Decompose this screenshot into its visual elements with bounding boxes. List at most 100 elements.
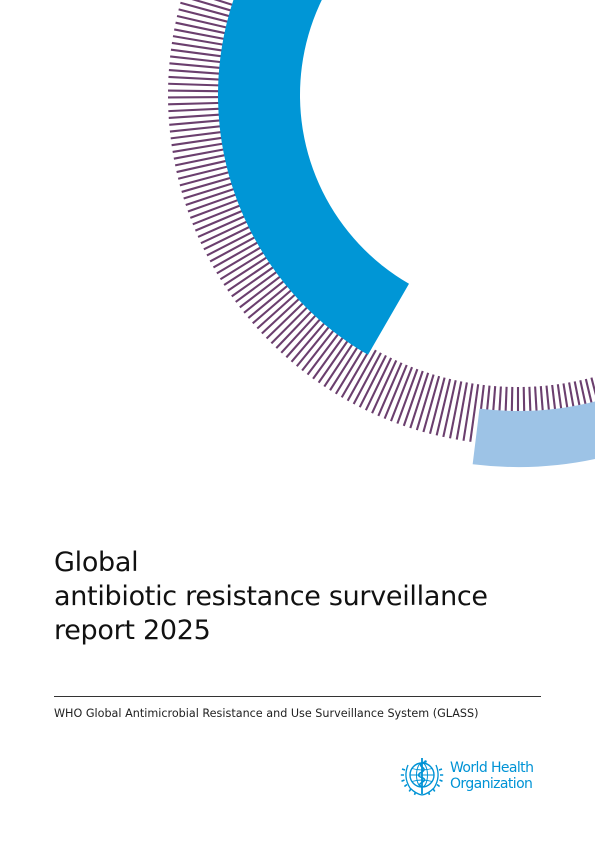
ring-stripe bbox=[175, 21, 233, 36]
ring-stripe bbox=[170, 130, 229, 140]
who-name-line-2: Organization bbox=[450, 776, 533, 792]
title-line-3: report 2025 bbox=[54, 615, 211, 646]
who-emblem-icon bbox=[400, 758, 444, 796]
ring-stripe bbox=[364, 357, 393, 411]
report-subtitle: WHO Global Antimicrobial Resistance and … bbox=[54, 707, 479, 720]
ring-stripe bbox=[402, 370, 424, 427]
ring-stripe bbox=[176, 15, 234, 31]
ring-stripe bbox=[189, 196, 245, 219]
ring-stripe bbox=[383, 364, 408, 419]
ring-stripe bbox=[334, 343, 367, 395]
ring-stripe bbox=[174, 152, 233, 167]
ring-stripe bbox=[171, 135, 230, 147]
ring-stripe bbox=[185, 185, 242, 207]
ring-stripe bbox=[170, 48, 229, 59]
ring-stripe bbox=[173, 147, 232, 160]
ring-stripe bbox=[252, 284, 298, 325]
ring-stripe bbox=[295, 320, 335, 367]
ring-stripe bbox=[209, 232, 262, 263]
ring-stripe bbox=[168, 89, 227, 93]
ring-stripe bbox=[191, 0, 239, 14]
ring-stripe bbox=[239, 271, 287, 309]
ring-stripe bbox=[247, 280, 294, 319]
ring-stripe bbox=[203, 222, 257, 251]
ring-stripe bbox=[346, 349, 377, 402]
who-logo: World Health Organization bbox=[398, 753, 544, 801]
ring-stripe bbox=[462, 383, 474, 441]
ring-stripe bbox=[216, 242, 268, 275]
ring-stripe bbox=[174, 28, 232, 42]
ring-stripe bbox=[442, 380, 457, 438]
ring-stripe bbox=[200, 217, 254, 245]
ring-stripe bbox=[358, 354, 387, 408]
ring-stripe bbox=[265, 297, 309, 340]
ring-stripe bbox=[422, 375, 441, 433]
title-line-2: antibiotic resistance surveillance bbox=[54, 581, 488, 612]
ring-stripe bbox=[168, 113, 227, 119]
ring-stripe bbox=[448, 381, 463, 439]
ring-stripe bbox=[172, 35, 231, 47]
ring-stripe bbox=[455, 382, 468, 440]
ring-stripe bbox=[168, 82, 227, 87]
cover-graphic bbox=[168, 0, 595, 467]
ring-stripe bbox=[390, 366, 414, 422]
ring-stripe bbox=[168, 101, 227, 106]
ring-stripe bbox=[213, 0, 240, 9]
ring-stripe bbox=[169, 124, 228, 133]
report-title: Global antibiotic resistance surveillanc… bbox=[54, 546, 574, 648]
ring-stripe bbox=[231, 262, 280, 298]
ring-stripe bbox=[169, 62, 228, 70]
ring-stripe bbox=[256, 288, 302, 330]
divider-line bbox=[54, 696, 541, 697]
ring-stripe bbox=[179, 169, 237, 187]
ring-stripe bbox=[171, 41, 230, 53]
ring-stripe bbox=[206, 227, 259, 257]
ring-stripe bbox=[377, 362, 403, 417]
ring-stripe bbox=[371, 359, 398, 414]
ring-stripe bbox=[227, 257, 277, 292]
ring-stripe bbox=[428, 377, 446, 435]
ring-stripe bbox=[317, 334, 353, 384]
ring-stripe bbox=[352, 352, 382, 405]
ring-stripe bbox=[280, 309, 322, 354]
ring-stripe bbox=[168, 107, 227, 113]
ring-stripe bbox=[183, 180, 240, 200]
ring-stripe bbox=[243, 275, 291, 314]
ring-stripe bbox=[192, 201, 248, 226]
ring-stripe bbox=[172, 141, 231, 153]
blue-arc-graphic bbox=[218, 0, 409, 355]
ring-stripe bbox=[396, 368, 419, 424]
ring-stripe bbox=[312, 331, 348, 380]
ring-stripe bbox=[323, 337, 358, 388]
ring-stripe bbox=[270, 301, 313, 345]
who-organization-name: World Health Organization bbox=[450, 760, 534, 792]
light-blue-arc-graphic bbox=[472, 401, 595, 467]
ring-stripe bbox=[415, 374, 435, 431]
ring-stripe bbox=[180, 1, 237, 20]
ring-stripe bbox=[168, 69, 227, 76]
ring-stripe bbox=[301, 324, 339, 372]
ring-stripe bbox=[329, 340, 363, 391]
ring-stripe bbox=[178, 8, 236, 25]
ring-stripe bbox=[261, 293, 306, 335]
title-line-1: Global bbox=[54, 547, 139, 578]
ring-stripe bbox=[340, 346, 372, 398]
ring-stripe bbox=[285, 313, 326, 359]
ring-stripe bbox=[290, 316, 330, 363]
ring-stripe bbox=[177, 163, 235, 180]
ring-stripe bbox=[469, 384, 480, 442]
ring-stripe bbox=[194, 207, 250, 232]
ring-stripe bbox=[168, 75, 227, 81]
ring-stripe bbox=[306, 327, 344, 376]
ring-stripe bbox=[235, 266, 284, 303]
ring-stripe bbox=[275, 305, 318, 349]
ring-stripe bbox=[212, 237, 265, 269]
who-name-line-1: World Health bbox=[450, 760, 534, 776]
ring-stripe bbox=[187, 191, 243, 213]
ring-stripe bbox=[590, 377, 595, 396]
ring-stripe bbox=[197, 212, 252, 238]
ring-stripe bbox=[223, 252, 274, 286]
ring-stripe bbox=[170, 55, 228, 64]
ring-stripe bbox=[219, 247, 271, 281]
ring-stripe bbox=[169, 118, 228, 126]
